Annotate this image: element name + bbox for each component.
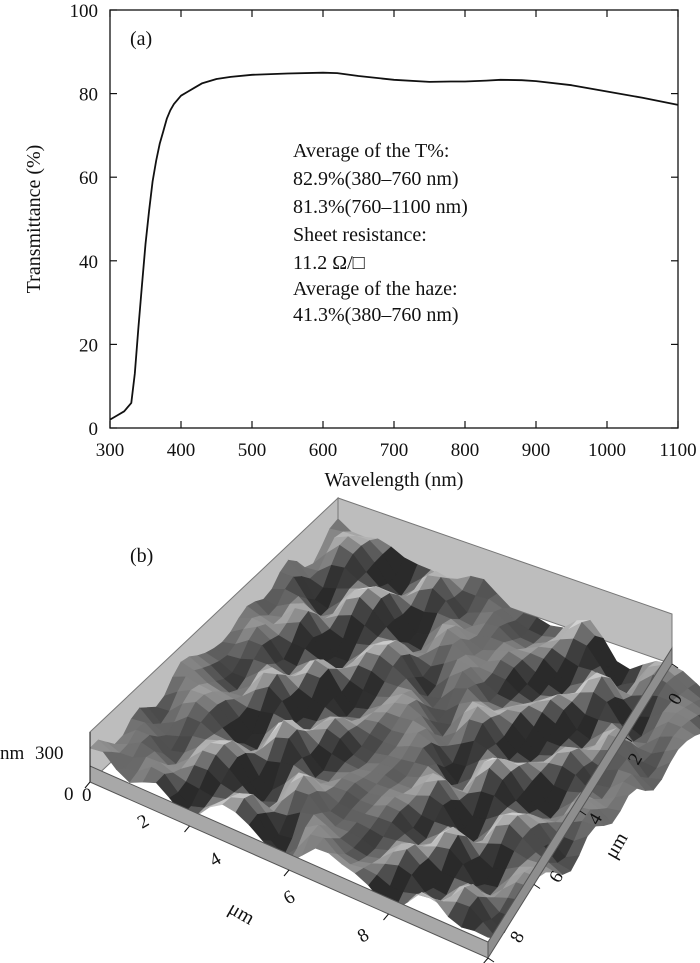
x-axis-unit: μm xyxy=(225,897,259,929)
y-tick-label: 20 xyxy=(79,335,98,356)
afm-surface xyxy=(84,496,700,963)
x-tick-2: 2 xyxy=(134,810,153,833)
x-tick-label: 500 xyxy=(238,440,267,461)
annotation-line-5: 11.2 Ω/□ xyxy=(293,252,365,274)
a-line-layer xyxy=(109,71,679,421)
x-tick-8: 8 xyxy=(354,924,373,947)
y-tick-label: 0 xyxy=(89,419,99,440)
y-tick-label: 100 xyxy=(70,1,99,22)
z-tick-0: 0 xyxy=(64,784,74,805)
x-axis-tick xyxy=(383,913,389,921)
chart-a: 300 400 500 600 700 800 900 1000 1100 0 20 40 60 80 10… xyxy=(23,1,697,491)
x-tick-label: 600 xyxy=(309,440,338,461)
front-skirt-right xyxy=(487,646,673,960)
x-tick-label: 300 xyxy=(96,440,125,461)
annotation-line-4: Sheet resistance: xyxy=(293,224,427,246)
y-axis-tick xyxy=(533,884,541,889)
annotation-line-2: 82.9%(380–760 nm) xyxy=(293,168,459,190)
chart-b: (b) nm 300 0 0 2 4 6 8 μm 0 2 4 6 8 μm xyxy=(0,496,700,963)
y-tick-label: 40 xyxy=(79,252,98,273)
z-tick-300: 300 xyxy=(35,743,64,764)
x-tick-label: 700 xyxy=(380,440,409,461)
a-ticks xyxy=(109,9,679,429)
x-axis-tick xyxy=(283,869,290,877)
plot-frame xyxy=(109,9,679,429)
annotation-line-6: Average of the haze: xyxy=(293,278,458,300)
y-axis-tick xyxy=(579,810,587,816)
x-axis-tick xyxy=(483,957,489,963)
x-axis-tick xyxy=(184,825,190,833)
y-axis-tick xyxy=(625,737,633,742)
x-tick-label: 900 xyxy=(522,440,551,461)
x-tick-label: 1000 xyxy=(588,440,626,461)
annotation-line-3: 81.3%(760–1100 nm) xyxy=(293,196,468,218)
panel-label-a: (a) xyxy=(130,28,152,50)
x-tick-label: 800 xyxy=(451,440,480,461)
x-tick-label: 400 xyxy=(167,440,196,461)
x-tick-6: 6 xyxy=(280,886,299,909)
surface-patch xyxy=(692,699,700,709)
x-axis-tick xyxy=(84,781,91,789)
a-ticklabels: 300 400 500 600 700 800 900 1000 1100 0 20 40 60 80 10… xyxy=(70,1,697,461)
transmittance-line xyxy=(109,71,679,421)
x-tick-4: 4 xyxy=(206,848,225,871)
y-axis-tick xyxy=(671,663,679,669)
y-tick-label: 60 xyxy=(79,168,98,189)
z-axis-unit: nm xyxy=(0,743,25,764)
y-axis-label: Transmittance (%) xyxy=(23,145,45,294)
y-tick-label: 80 xyxy=(79,85,98,106)
annotation-block: Average of the T%: 82.9%(380–760 nm) 81.… xyxy=(293,140,468,326)
annotation-line-7: 41.3%(380–760 nm) xyxy=(293,304,459,326)
annotation-line-1: Average of the T%: xyxy=(293,140,449,162)
y-axis-tick xyxy=(487,957,495,963)
panel-label-b: (b) xyxy=(130,545,153,567)
y-axis-unit: μm xyxy=(600,828,632,862)
x-tick-0: 0 xyxy=(82,785,92,806)
y-tick-8: 8 xyxy=(506,928,529,947)
x-axis-label: Wavelength (nm) xyxy=(325,469,464,491)
x-tick-label: 1100 xyxy=(659,440,696,461)
